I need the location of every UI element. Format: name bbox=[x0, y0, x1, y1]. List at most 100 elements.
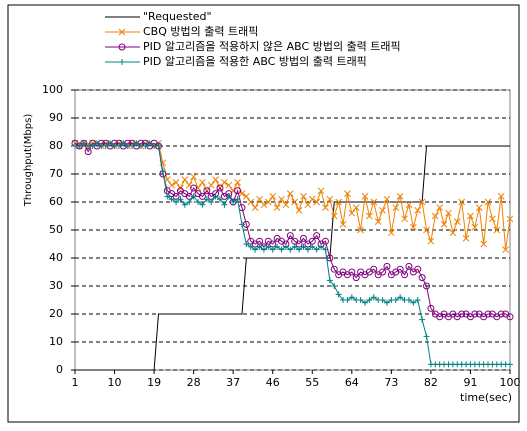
x-tick-label: 64 bbox=[345, 376, 359, 389]
marker bbox=[129, 143, 136, 149]
marker bbox=[344, 190, 351, 197]
marker bbox=[383, 299, 390, 306]
marker bbox=[199, 179, 206, 186]
marker bbox=[181, 176, 189, 183]
y-tick-label: 40 bbox=[49, 251, 63, 264]
marker bbox=[445, 209, 452, 217]
legend-label: CBQ 방법의 출력 트래픽 bbox=[143, 25, 258, 38]
marker bbox=[313, 232, 321, 240]
marker bbox=[243, 241, 250, 247]
marker bbox=[299, 234, 307, 242]
marker bbox=[93, 140, 100, 147]
y-tick-label: 70 bbox=[49, 167, 63, 180]
marker bbox=[506, 313, 514, 321]
marker bbox=[348, 294, 355, 301]
marker bbox=[282, 243, 289, 250]
marker bbox=[427, 237, 435, 245]
x-tick-label: 19 bbox=[147, 376, 161, 389]
marker bbox=[212, 193, 219, 200]
marker bbox=[507, 361, 513, 368]
marker bbox=[195, 199, 202, 205]
marker bbox=[142, 143, 149, 149]
marker bbox=[497, 310, 505, 318]
marker bbox=[493, 226, 501, 234]
marker bbox=[238, 221, 245, 228]
marker bbox=[164, 193, 171, 200]
marker bbox=[502, 246, 509, 253]
marker bbox=[177, 196, 184, 203]
marker bbox=[410, 299, 417, 306]
marker bbox=[313, 198, 321, 206]
marker bbox=[286, 232, 294, 240]
marker bbox=[392, 204, 400, 211]
marker bbox=[361, 193, 369, 200]
marker bbox=[418, 198, 426, 206]
marker bbox=[207, 181, 215, 189]
marker bbox=[409, 223, 417, 231]
marker bbox=[221, 201, 228, 208]
marker bbox=[264, 198, 272, 206]
y-tick-label: 0 bbox=[56, 363, 63, 376]
marker bbox=[172, 179, 180, 186]
marker bbox=[352, 204, 360, 211]
marker bbox=[203, 196, 210, 203]
marker bbox=[330, 265, 338, 273]
marker bbox=[418, 274, 426, 282]
y-tick-label: 60 bbox=[49, 195, 63, 208]
marker bbox=[198, 192, 206, 200]
marker bbox=[216, 184, 224, 192]
legend-label: PID 알고리즘을 적용하지 않은 ABC 방법의 출력 트래픽 bbox=[143, 39, 401, 53]
marker bbox=[436, 204, 444, 211]
marker bbox=[230, 199, 237, 205]
marker bbox=[273, 204, 281, 211]
y-tick-label: 90 bbox=[49, 111, 63, 124]
marker bbox=[76, 143, 83, 149]
marker bbox=[335, 198, 342, 206]
marker bbox=[190, 193, 197, 200]
marker bbox=[291, 198, 299, 206]
marker bbox=[296, 246, 303, 253]
marker bbox=[318, 243, 325, 250]
x-tick-label: 1 bbox=[72, 376, 79, 389]
marker bbox=[238, 190, 246, 197]
marker bbox=[379, 207, 386, 214]
marker bbox=[489, 215, 496, 223]
y-tick-label: 100 bbox=[42, 83, 63, 96]
y-tick-label: 50 bbox=[49, 223, 63, 236]
marker bbox=[300, 243, 307, 250]
marker bbox=[208, 199, 215, 205]
marker bbox=[269, 246, 276, 253]
marker bbox=[304, 201, 312, 209]
x-tick-label: 82 bbox=[424, 376, 438, 389]
marker bbox=[243, 193, 250, 200]
marker bbox=[331, 283, 338, 289]
marker bbox=[440, 221, 448, 228]
y-tick-label: 20 bbox=[49, 307, 63, 320]
marker bbox=[431, 212, 439, 220]
marker bbox=[414, 297, 421, 303]
y-tick-label: 10 bbox=[49, 335, 63, 348]
chart-frame bbox=[7, 4, 520, 423]
marker bbox=[181, 201, 188, 208]
marker bbox=[462, 235, 470, 242]
marker bbox=[304, 246, 311, 253]
marker bbox=[401, 271, 409, 279]
x-tick-label: 10 bbox=[108, 376, 122, 389]
marker bbox=[339, 221, 347, 228]
marker bbox=[379, 297, 386, 303]
marker bbox=[383, 262, 391, 270]
marker bbox=[392, 297, 399, 303]
marker bbox=[247, 198, 255, 206]
x-tick-label: 28 bbox=[187, 376, 201, 389]
x-tick-label: 73 bbox=[384, 376, 398, 389]
marker bbox=[256, 243, 263, 250]
marker bbox=[344, 297, 351, 303]
marker bbox=[102, 143, 109, 149]
marker bbox=[423, 226, 430, 234]
marker bbox=[480, 240, 487, 248]
marker bbox=[234, 196, 241, 203]
marker bbox=[458, 198, 466, 206]
marker bbox=[405, 262, 413, 270]
marker bbox=[256, 195, 263, 203]
